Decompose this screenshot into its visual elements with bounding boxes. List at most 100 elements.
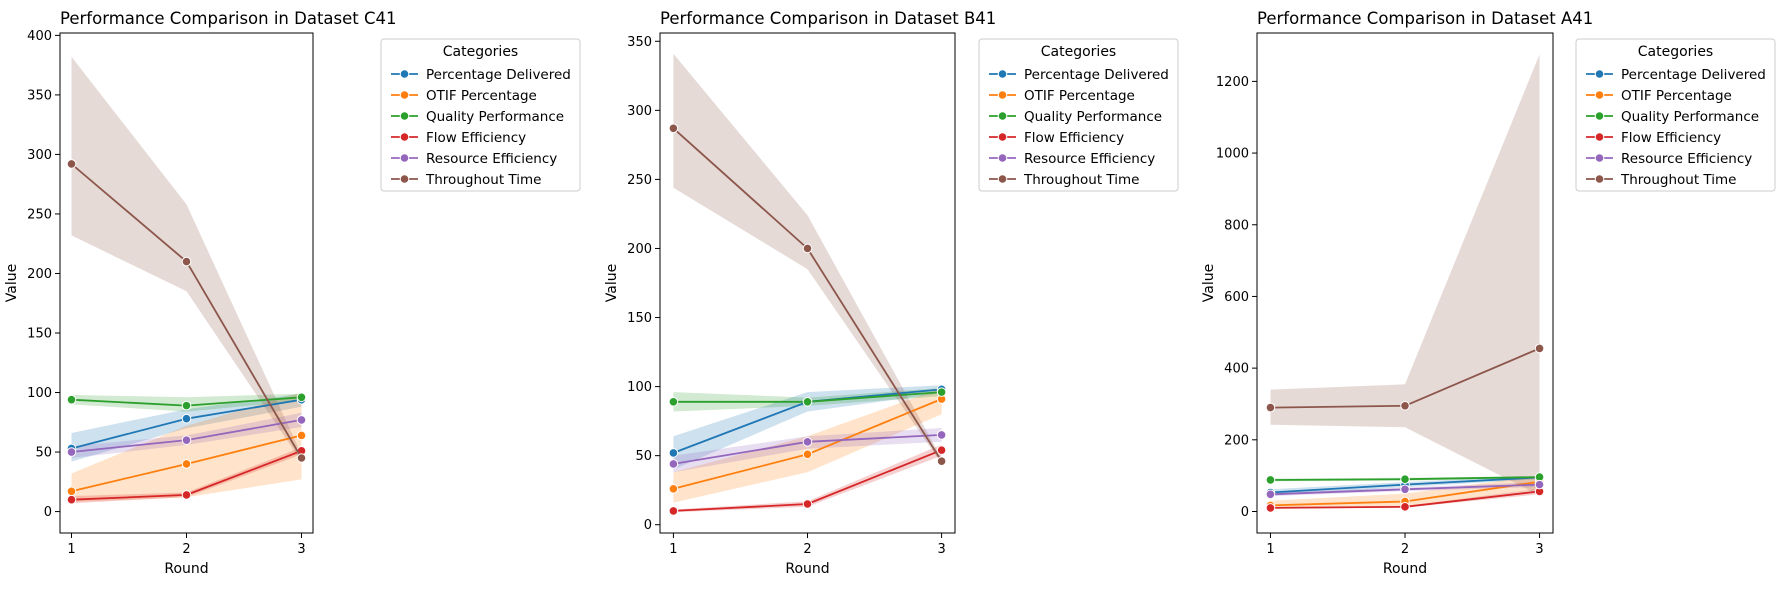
legend-marker (1594, 153, 1605, 163)
y-tick-label: 50 (635, 449, 652, 464)
legend-marker (997, 174, 1008, 184)
data-point (802, 449, 813, 460)
data-point (66, 159, 77, 169)
y-tick-label: 350 (27, 88, 52, 103)
legend-item-label: Flow Efficiency (426, 130, 526, 146)
ci-band-2 (1270, 475, 1540, 509)
data-point (181, 435, 192, 445)
data-point (802, 437, 813, 447)
data-point (1265, 503, 1276, 513)
legend-item-label: Throughout Time (1023, 172, 1139, 188)
y-tick-label: 0 (644, 518, 652, 533)
y-tick-label: 300 (27, 148, 52, 163)
legend-item-label: Throughout Time (425, 172, 541, 188)
chart-title: Performance Comparison in Dataset A41 (1257, 9, 1593, 28)
data-point (181, 400, 192, 411)
subplot-1: 0 50 100 150 200 250 300 350 400 1 2 3 Round Value Per… (4, 9, 581, 577)
legend-title: Categories (1638, 44, 1713, 60)
y-tick-label: 50 (35, 446, 52, 461)
y-axis-label: Value (604, 264, 620, 302)
legend-box (1575, 38, 1776, 192)
data-point (1534, 479, 1545, 490)
data-point (668, 484, 679, 494)
data-point (668, 506, 679, 516)
data-point (936, 430, 947, 440)
legend-marker (399, 111, 410, 121)
data-point (296, 415, 307, 425)
legend-item-label: OTIF Percentage (1621, 88, 1732, 104)
x-tick-label: 1 (1266, 542, 1274, 557)
data-point (181, 490, 192, 500)
data-point (668, 448, 679, 458)
legend-item-label: OTIF Percentage (426, 88, 537, 104)
data-point (1265, 475, 1276, 485)
y-tick-label: 200 (627, 242, 652, 257)
legend-marker (399, 174, 410, 184)
data-point (936, 456, 947, 466)
data-point (1265, 402, 1276, 413)
legend-marker (1594, 174, 1605, 184)
legend-marker (1594, 90, 1605, 100)
y-tick-label: 1000 (1216, 147, 1249, 162)
data-point (66, 394, 77, 405)
y-axis-label: Value (1201, 264, 1217, 302)
legend-item-label: Quality Performance (426, 109, 564, 125)
legend-item-label: Resource Efficiency (426, 151, 557, 167)
x-tick-label: 3 (1535, 542, 1543, 557)
data-point (66, 447, 77, 457)
legend-item-label: Resource Efficiency (1024, 151, 1155, 167)
data-point (296, 453, 307, 463)
legend-marker (997, 69, 1008, 79)
legend: Categories Percentage Delivered OTIF Perce… (978, 38, 1179, 192)
legend-item-label: Quality Performance (1621, 109, 1759, 125)
data-point (668, 123, 679, 134)
legend: Categories Percentage Delivered OTIF Perce… (380, 38, 581, 192)
data-point (296, 430, 307, 441)
y-tick-label: 250 (27, 207, 52, 222)
legend-marker (997, 153, 1008, 163)
y-tick-label: 250 (627, 173, 652, 188)
data-point (181, 256, 192, 267)
ci-band-2 (71, 392, 302, 502)
legend-item-label: Resource Efficiency (1621, 151, 1752, 167)
legend-item-label: Percentage Delivered (1621, 67, 1766, 83)
y-axis-label: Value (4, 264, 20, 302)
y-tick-label: 200 (27, 267, 52, 282)
ci-band-4 (1270, 488, 1540, 509)
y-tick-label: 200 (1224, 433, 1249, 448)
data-point (1265, 489, 1276, 500)
y-tick-label: 0 (44, 505, 52, 520)
data-point (668, 459, 679, 469)
data-point (181, 413, 192, 424)
legend-marker (1594, 111, 1605, 121)
chart-title: Performance Comparison in Dataset B41 (660, 9, 996, 28)
data-point (1400, 474, 1410, 485)
x-tick-label: 1 (67, 542, 75, 557)
ci-band-4 (71, 447, 302, 504)
data-point (1400, 484, 1410, 495)
y-tick-label: 100 (27, 386, 52, 401)
data-point (66, 494, 77, 505)
y-tick-label: 400 (27, 29, 52, 44)
data-point (66, 486, 77, 497)
legend-marker (399, 132, 410, 142)
data-point (802, 499, 813, 509)
legend-marker (399, 153, 410, 163)
x-tick-label: 1 (669, 542, 677, 557)
legend-marker (997, 90, 1008, 100)
subplot-3: 0 200 400 600 800 1000 1200 1 2 3 Round Value Perfor… (1201, 9, 1776, 577)
data-point (296, 392, 307, 403)
legend-item-label: Throughout Time (1620, 172, 1736, 188)
x-tick-label: 3 (937, 542, 945, 557)
x-axis-label: Round (164, 561, 208, 577)
legend-item-label: OTIF Percentage (1024, 88, 1135, 104)
y-tick-label: 150 (27, 327, 52, 342)
legend-item-label: Quality Performance (1024, 109, 1162, 125)
legend-marker (1594, 69, 1605, 79)
legend-title: Categories (1041, 44, 1116, 60)
data-point (802, 396, 813, 407)
y-tick-label: 300 (627, 104, 652, 119)
y-tick-label: 800 (1224, 218, 1249, 233)
data-point (1534, 343, 1545, 354)
y-tick-label: 0 (1241, 505, 1249, 520)
